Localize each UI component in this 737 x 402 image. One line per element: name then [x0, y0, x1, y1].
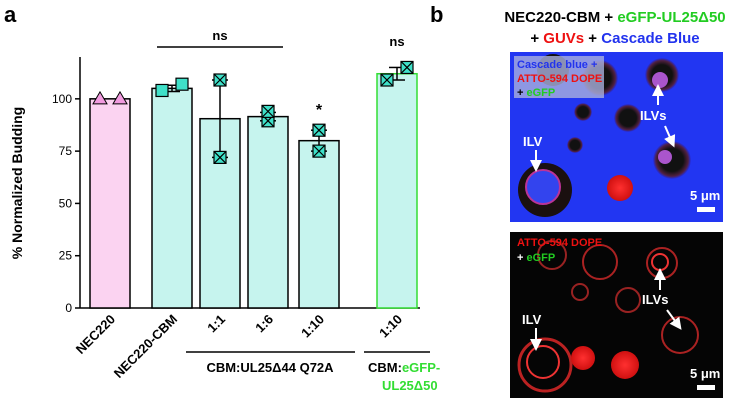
x-tick-label: 1:10: [298, 312, 327, 341]
title-part: eGFP-UL25Δ50: [617, 9, 725, 26]
y-tick-label: 75: [59, 144, 73, 158]
ilv-label: ILV: [523, 134, 543, 149]
legend-text: + eGFP: [517, 252, 555, 264]
marker-shape: [312, 144, 326, 158]
data-point: [213, 73, 227, 87]
y-tick-label: 0: [65, 301, 72, 315]
marker-shape: [213, 73, 227, 87]
data-point: [380, 73, 394, 87]
title-part: Cascade Blue: [601, 30, 699, 47]
annotation: ns: [389, 34, 404, 49]
bar: [151, 87, 193, 309]
panel-title: + GUVs + Cascade Blue: [530, 30, 699, 47]
legend-part: eGFP: [526, 252, 555, 264]
annotation: ns: [212, 28, 227, 43]
data-point: [400, 60, 414, 75]
group-label-part: CBM:: [368, 360, 402, 375]
group-label-part: eGFP-: [402, 360, 440, 375]
marker-shape: [312, 123, 326, 137]
micrograph: ATTO-594 DOPE + eGFP ILV ILVs 5 μm: [510, 232, 723, 398]
x-tick-label: NEC220-CBM: [111, 312, 180, 381]
x-tick-label: NEC220: [73, 312, 118, 357]
marker-shape: [380, 73, 394, 87]
scale-label: 5 μm: [690, 366, 720, 381]
legend-text: + eGFP: [517, 87, 555, 99]
marker-shape: [112, 90, 128, 105]
panel-label: a: [4, 2, 17, 27]
panel-label: b: [430, 2, 443, 27]
data-point: [175, 77, 189, 91]
group-label: CBM:UL25Δ44 Q72A: [206, 360, 334, 375]
x-tick-label: 1:10: [376, 312, 405, 341]
micrograph: Cascade blue + ATTO-594 DOPE + eGFP ILV …: [510, 52, 723, 222]
panel-b: b NEC220-CBM + eGFP-UL25Δ50 + GUVs + Cas…: [430, 2, 726, 398]
data-point: [261, 104, 275, 118]
legend-text: Cascade blue +: [517, 59, 597, 71]
x-tick-label: 1:1: [204, 312, 228, 336]
y-tick-label: 50: [59, 196, 73, 210]
title-part: +: [530, 30, 543, 47]
title-part: GUVs: [543, 30, 584, 47]
data-point: [155, 83, 169, 98]
bar: [376, 72, 418, 309]
ilv-label: ILVs: [640, 108, 667, 123]
marker-shape: [261, 104, 275, 118]
marker-shape: [213, 150, 227, 164]
y-axis-label: % Normalized Budding: [9, 107, 25, 259]
title-part: +: [600, 9, 617, 26]
bar: [199, 117, 241, 309]
scale-label: 5 μm: [690, 188, 720, 203]
marker-shape: [155, 83, 169, 98]
bar: [89, 98, 131, 309]
legend-text: ATTO-594 DOPE: [517, 73, 602, 85]
data-point: [92, 90, 108, 105]
annotation: *: [316, 102, 323, 119]
data-point: [112, 90, 128, 105]
y-tick-label: 100: [52, 92, 72, 106]
legend-part: +: [517, 252, 526, 264]
y-tick-label: 25: [59, 249, 73, 263]
panel-a: a % Normalized Budding ns * ns CBM:UL25Δ…: [4, 2, 440, 393]
marker-shape: [400, 61, 414, 74]
title-part: NEC220-CBM: [504, 9, 600, 26]
title-part: +: [584, 30, 601, 47]
bar: [298, 139, 340, 309]
legend-text: ATTO-594 DOPE: [517, 237, 602, 249]
ilv-label: ILVs: [642, 292, 669, 307]
legend-part: eGFP: [526, 87, 555, 99]
panel-title: NEC220-CBM + eGFP-UL25Δ50: [504, 9, 725, 26]
bar: [247, 115, 289, 309]
data-point: [312, 123, 326, 137]
legend-part: +: [517, 87, 526, 99]
data-point: [312, 144, 326, 158]
x-tick-label: 1:6: [252, 312, 276, 336]
ilv-label: ILV: [522, 312, 542, 327]
group-label: UL25Δ50: [382, 378, 438, 393]
marker-shape: [175, 77, 189, 91]
data-point: [213, 150, 227, 164]
marker-shape: [92, 90, 108, 105]
group-label: CBM:eGFP-: [368, 360, 440, 375]
